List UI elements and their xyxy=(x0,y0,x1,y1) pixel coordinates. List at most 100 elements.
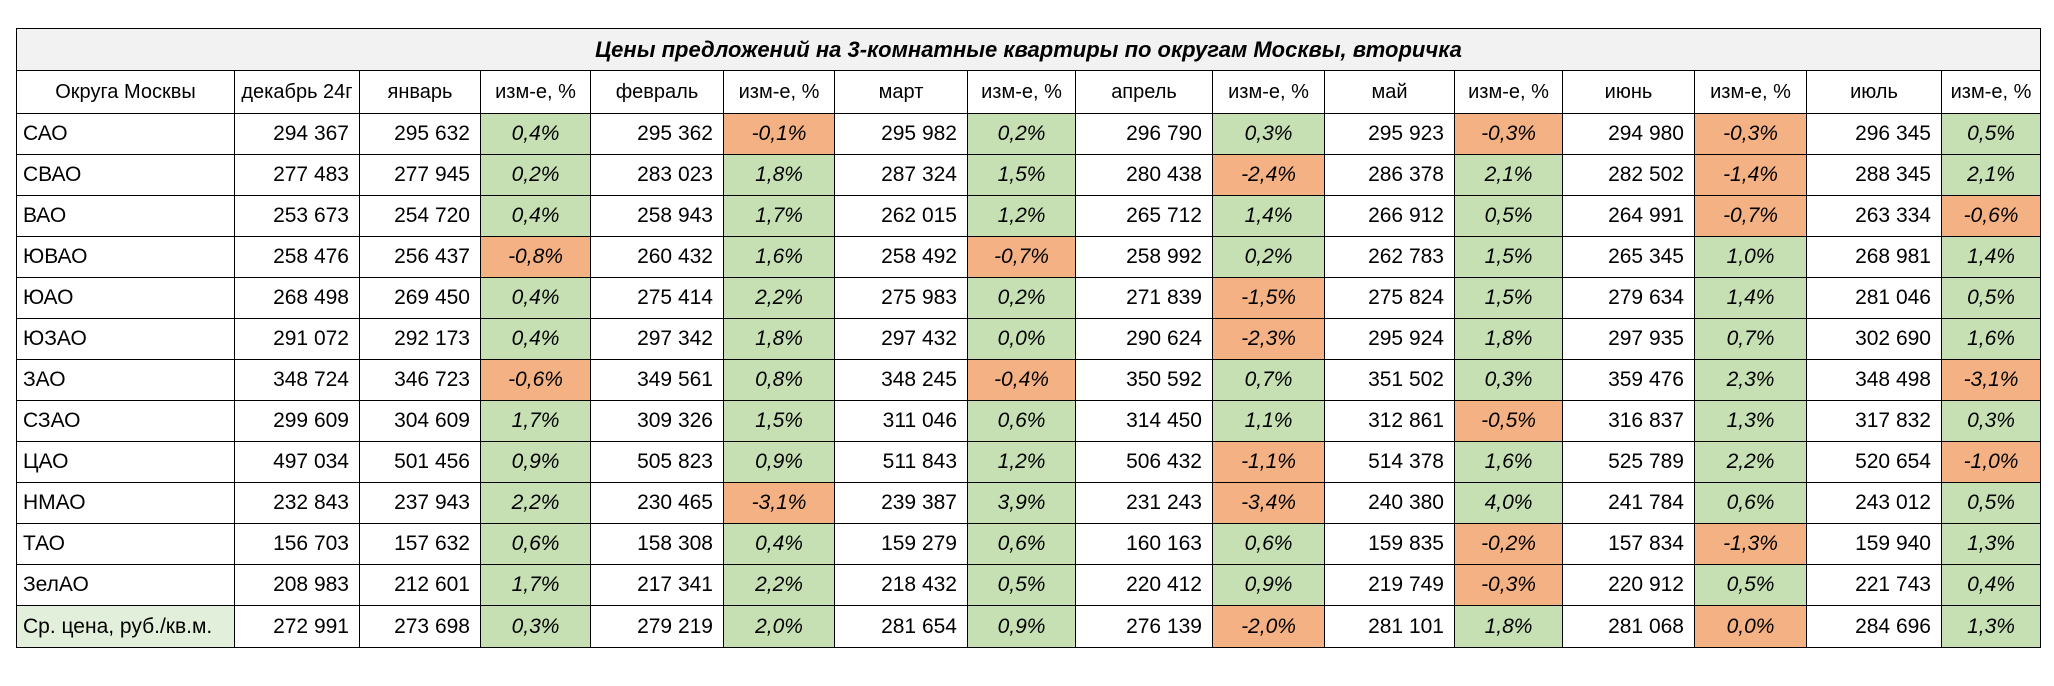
price-cell[interactable]: 281 101 xyxy=(1324,605,1455,648)
price-cell[interactable]: 220 412 xyxy=(1075,564,1213,606)
price-cell[interactable]: 511 843 xyxy=(834,441,968,483)
change-cell[interactable]: 1,5% xyxy=(1454,236,1563,278)
price-cell[interactable]: 240 380 xyxy=(1324,482,1455,524)
change-cell[interactable]: 1,1% xyxy=(1212,400,1325,442)
price-cell[interactable]: 232 843 xyxy=(234,482,360,524)
change-cell[interactable]: 0,3% xyxy=(480,605,591,648)
change-cell[interactable]: -2,4% xyxy=(1212,154,1325,196)
change-cell[interactable]: 2,1% xyxy=(1454,154,1563,196)
price-cell[interactable]: 505 823 xyxy=(590,441,724,483)
change-cell[interactable]: 1,2% xyxy=(967,195,1076,237)
district-name-cell[interactable]: ТАО xyxy=(16,523,235,565)
price-cell[interactable]: 260 432 xyxy=(590,236,724,278)
change-cell[interactable]: 2,2% xyxy=(723,277,835,319)
price-cell[interactable]: 279 634 xyxy=(1562,277,1695,319)
price-cell[interactable]: 297 342 xyxy=(590,318,724,360)
price-cell[interactable]: 346 723 xyxy=(359,359,481,401)
change-cell[interactable]: 2,0% xyxy=(723,605,835,648)
price-cell[interactable]: 296 345 xyxy=(1806,113,1942,155)
change-cell[interactable]: 1,4% xyxy=(1694,277,1807,319)
change-cell[interactable]: -2,3% xyxy=(1212,318,1325,360)
price-cell[interactable]: 275 414 xyxy=(590,277,724,319)
change-cell[interactable]: 0,3% xyxy=(1454,359,1563,401)
price-cell[interactable]: 299 609 xyxy=(234,400,360,442)
price-cell[interactable]: 501 456 xyxy=(359,441,481,483)
price-cell[interactable]: 316 837 xyxy=(1562,400,1695,442)
price-cell[interactable]: 219 749 xyxy=(1324,564,1455,606)
district-name-cell[interactable]: ВАО xyxy=(16,195,235,237)
price-cell[interactable]: 295 923 xyxy=(1324,113,1455,155)
change-cell[interactable]: 4,0% xyxy=(1454,482,1563,524)
change-cell[interactable]: 1,8% xyxy=(1454,605,1563,648)
change-cell[interactable]: 0,6% xyxy=(480,523,591,565)
price-cell[interactable]: 295 632 xyxy=(359,113,481,155)
price-cell[interactable]: 157 632 xyxy=(359,523,481,565)
change-cell[interactable]: 0,6% xyxy=(967,523,1076,565)
change-cell[interactable]: 0,2% xyxy=(967,277,1076,319)
district-name-cell[interactable]: ЮАО xyxy=(16,277,235,319)
price-cell[interactable]: 312 861 xyxy=(1324,400,1455,442)
price-cell[interactable]: 159 279 xyxy=(834,523,968,565)
change-cell[interactable]: 2,2% xyxy=(1694,441,1807,483)
change-cell[interactable]: 1,0% xyxy=(1694,236,1807,278)
change-cell[interactable]: 0,4% xyxy=(480,195,591,237)
change-cell[interactable]: -2,0% xyxy=(1212,605,1325,648)
change-cell[interactable]: 0,3% xyxy=(1941,400,2041,442)
change-cell[interactable]: -1,0% xyxy=(1941,441,2041,483)
change-cell[interactable]: 0,0% xyxy=(1694,605,1807,648)
change-cell[interactable]: 0,9% xyxy=(1212,564,1325,606)
price-cell[interactable]: 348 245 xyxy=(834,359,968,401)
price-cell[interactable]: 348 498 xyxy=(1806,359,1942,401)
price-cell[interactable]: 280 438 xyxy=(1075,154,1213,196)
price-cell[interactable]: 349 561 xyxy=(590,359,724,401)
price-cell[interactable]: 271 839 xyxy=(1075,277,1213,319)
price-cell[interactable]: 239 387 xyxy=(834,482,968,524)
change-cell[interactable]: 0,2% xyxy=(1212,236,1325,278)
change-cell[interactable]: 1,8% xyxy=(723,318,835,360)
change-cell[interactable]: 0,4% xyxy=(723,523,835,565)
change-cell[interactable]: 0,5% xyxy=(1941,482,2041,524)
price-cell[interactable]: 272 991 xyxy=(234,605,360,648)
price-cell[interactable]: 212 601 xyxy=(359,564,481,606)
price-cell[interactable]: 230 465 xyxy=(590,482,724,524)
change-cell[interactable]: -3,4% xyxy=(1212,482,1325,524)
change-cell[interactable]: 2,2% xyxy=(480,482,591,524)
change-cell[interactable]: 2,3% xyxy=(1694,359,1807,401)
change-cell[interactable]: -0,7% xyxy=(1694,195,1807,237)
change-cell[interactable]: 0,4% xyxy=(480,318,591,360)
district-name-cell[interactable]: ЦАО xyxy=(16,441,235,483)
change-cell[interactable]: -0,3% xyxy=(1454,113,1563,155)
price-cell[interactable]: 156 703 xyxy=(234,523,360,565)
change-cell[interactable]: 0,9% xyxy=(723,441,835,483)
change-cell[interactable]: -1,5% xyxy=(1212,277,1325,319)
district-name-cell[interactable]: Ср. цена, руб./кв.м. xyxy=(16,605,235,648)
price-cell[interactable]: 160 163 xyxy=(1075,523,1213,565)
district-name-cell[interactable]: НМАО xyxy=(16,482,235,524)
price-cell[interactable]: 317 832 xyxy=(1806,400,1942,442)
change-cell[interactable]: 1,3% xyxy=(1941,605,2041,648)
change-cell[interactable]: -0,4% xyxy=(967,359,1076,401)
price-cell[interactable]: 314 450 xyxy=(1075,400,1213,442)
district-name-cell[interactable]: САО xyxy=(16,113,235,155)
price-cell[interactable]: 237 943 xyxy=(359,482,481,524)
price-cell[interactable]: 269 450 xyxy=(359,277,481,319)
change-cell[interactable]: 0,5% xyxy=(1694,564,1807,606)
change-cell[interactable]: 0,6% xyxy=(1212,523,1325,565)
change-cell[interactable]: 1,7% xyxy=(480,400,591,442)
price-cell[interactable]: 281 046 xyxy=(1806,277,1942,319)
change-cell[interactable]: 1,6% xyxy=(723,236,835,278)
change-cell[interactable]: 1,4% xyxy=(1941,236,2041,278)
district-name-cell[interactable]: ЗАО xyxy=(16,359,235,401)
price-cell[interactable]: 295 982 xyxy=(834,113,968,155)
price-cell[interactable]: 220 912 xyxy=(1562,564,1695,606)
district-name-cell[interactable]: ЮЗАО xyxy=(16,318,235,360)
district-name-cell[interactable]: СВАО xyxy=(16,154,235,196)
change-cell[interactable]: -3,1% xyxy=(1941,359,2041,401)
price-cell[interactable]: 514 378 xyxy=(1324,441,1455,483)
price-cell[interactable]: 264 991 xyxy=(1562,195,1695,237)
price-cell[interactable]: 277 945 xyxy=(359,154,481,196)
change-cell[interactable]: -1,1% xyxy=(1212,441,1325,483)
price-cell[interactable]: 262 783 xyxy=(1324,236,1455,278)
change-cell[interactable]: 0,3% xyxy=(1212,113,1325,155)
change-cell[interactable]: 1,7% xyxy=(723,195,835,237)
